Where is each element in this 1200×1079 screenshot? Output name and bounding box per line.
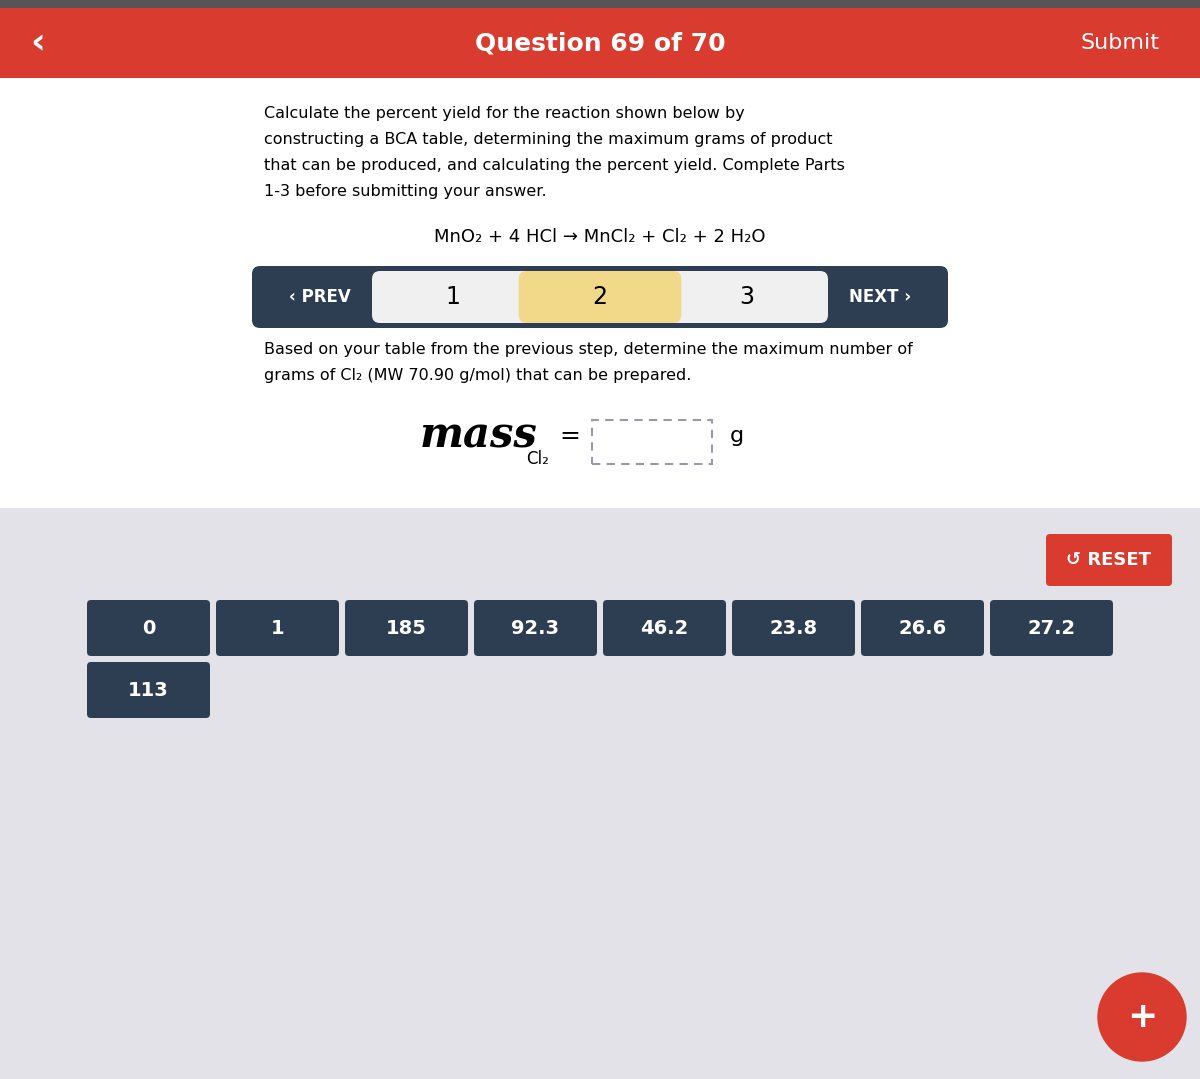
Text: 113: 113 [128, 681, 169, 699]
Bar [0, 0, 1200, 8]
FancyBboxPatch shape [1046, 534, 1172, 586]
Text: NEXT ›: NEXT › [848, 288, 911, 306]
Text: constructing a BCA table, determining the maximum grams of product: constructing a BCA table, determining th… [264, 132, 833, 147]
Bar [0, 78, 1200, 508]
Text: Submit: Submit [1081, 33, 1160, 53]
FancyBboxPatch shape [88, 663, 210, 718]
FancyBboxPatch shape [732, 600, 854, 656]
Text: 1: 1 [446, 285, 461, 309]
FancyBboxPatch shape [474, 600, 598, 656]
FancyBboxPatch shape [592, 420, 712, 464]
Text: 27.2: 27.2 [1027, 618, 1075, 638]
FancyBboxPatch shape [604, 600, 726, 656]
FancyBboxPatch shape [346, 600, 468, 656]
Text: 185: 185 [386, 618, 427, 638]
Text: ‹: ‹ [30, 26, 46, 60]
FancyBboxPatch shape [252, 267, 948, 328]
FancyBboxPatch shape [518, 271, 682, 323]
Text: ‹ PREV: ‹ PREV [289, 288, 350, 306]
Text: =: = [559, 424, 581, 448]
Text: 1: 1 [271, 618, 284, 638]
Text: Question 69 of 70: Question 69 of 70 [475, 31, 725, 55]
Bar [0, 8, 1200, 78]
FancyBboxPatch shape [990, 600, 1114, 656]
FancyBboxPatch shape [862, 600, 984, 656]
Text: 2: 2 [593, 285, 607, 309]
Text: that can be produced, and calculating the percent yield. Complete Parts: that can be produced, and calculating th… [264, 158, 845, 173]
Text: 92.3: 92.3 [511, 618, 559, 638]
FancyBboxPatch shape [372, 271, 828, 323]
Text: 0: 0 [142, 618, 155, 638]
Text: MnO₂ + 4 HCl → MnCl₂ + Cl₂ + 2 H₂O: MnO₂ + 4 HCl → MnCl₂ + Cl₂ + 2 H₂O [434, 228, 766, 246]
FancyBboxPatch shape [216, 600, 340, 656]
FancyBboxPatch shape [88, 600, 210, 656]
Text: mass: mass [420, 415, 538, 457]
Circle shape [1098, 973, 1186, 1061]
Text: ↺ RESET: ↺ RESET [1067, 551, 1152, 569]
Text: Calculate the percent yield for the reaction shown below by: Calculate the percent yield for the reac… [264, 106, 745, 121]
Text: 26.6: 26.6 [899, 618, 947, 638]
Text: g: g [730, 426, 744, 446]
Text: 23.8: 23.8 [769, 618, 817, 638]
Text: Based on your table from the previous step, determine the maximum number of: Based on your table from the previous st… [264, 342, 913, 357]
Text: +: + [1127, 1000, 1157, 1034]
Text: 46.2: 46.2 [641, 618, 689, 638]
Text: 1-3 before submitting your answer.: 1-3 before submitting your answer. [264, 185, 547, 199]
Text: grams of Cl₂ (MW 70.90 g/mol) that can be prepared.: grams of Cl₂ (MW 70.90 g/mol) that can b… [264, 368, 691, 383]
Text: Cl₂: Cl₂ [526, 450, 548, 468]
Text: 3: 3 [739, 285, 754, 309]
